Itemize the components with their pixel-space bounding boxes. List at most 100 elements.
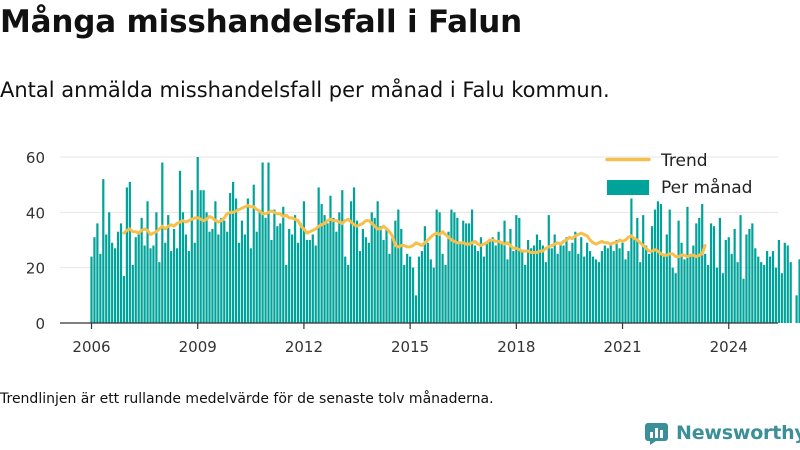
bar — [757, 256, 760, 323]
bar — [184, 234, 188, 323]
bar — [285, 264, 288, 323]
bar — [217, 234, 220, 323]
bar — [385, 228, 388, 323]
bar — [305, 240, 308, 323]
bar — [692, 245, 695, 323]
bar — [565, 237, 568, 323]
bar — [529, 248, 533, 323]
bar — [146, 201, 149, 323]
x-tick-label: 2015 — [391, 338, 429, 356]
bar — [532, 245, 536, 323]
bar — [131, 264, 134, 323]
bar — [733, 228, 736, 323]
bar — [267, 162, 270, 323]
bar — [417, 256, 421, 323]
bar — [721, 273, 724, 323]
bar — [234, 198, 238, 323]
footnote: Trendlinjen är ett rullande medelvärde f… — [0, 391, 494, 407]
bar — [786, 245, 789, 323]
bar — [621, 242, 624, 323]
bar — [332, 217, 335, 323]
bar — [789, 262, 792, 323]
bar — [229, 192, 232, 323]
bar — [116, 231, 120, 323]
bar — [727, 237, 730, 323]
bar — [261, 162, 264, 323]
bar — [639, 262, 642, 323]
bar — [615, 240, 618, 323]
chart-subtitle: Antal anmälda misshandelsfall per månad … — [0, 78, 610, 102]
bar — [411, 267, 415, 323]
bar — [181, 212, 185, 323]
bar — [538, 240, 542, 323]
bar — [588, 251, 592, 323]
bar — [453, 212, 456, 323]
bar — [653, 209, 657, 323]
bar — [503, 220, 506, 323]
bar — [624, 259, 627, 323]
bar — [426, 242, 429, 323]
bar — [167, 215, 170, 323]
bar — [355, 220, 359, 323]
bar — [187, 251, 190, 323]
bar — [783, 242, 786, 323]
bar — [562, 245, 565, 323]
bar — [671, 267, 674, 323]
bar — [350, 201, 353, 323]
bar — [730, 253, 733, 323]
bar — [488, 240, 491, 323]
bar — [479, 237, 483, 323]
bar — [338, 212, 341, 323]
bar — [358, 251, 362, 323]
bar — [105, 234, 108, 323]
bar — [600, 251, 603, 323]
bar — [586, 242, 589, 323]
bars-per-month — [90, 157, 800, 323]
bar — [299, 223, 303, 323]
bar — [255, 231, 258, 323]
bar — [577, 253, 580, 323]
brand[interactable]: Newsworthy — [644, 419, 800, 447]
bar — [656, 201, 660, 323]
bar — [450, 209, 453, 323]
chart-title: Många misshandelsfall i Falun — [0, 4, 523, 40]
bar — [574, 231, 577, 323]
bar — [137, 234, 140, 323]
bar — [568, 251, 571, 323]
x-tick-label: 2012 — [285, 338, 323, 356]
bar — [96, 223, 99, 323]
bar — [379, 226, 382, 323]
bar — [462, 220, 465, 323]
bar — [686, 206, 689, 323]
bar — [524, 264, 527, 323]
bar — [347, 264, 350, 323]
bar — [718, 217, 721, 323]
bar — [226, 231, 229, 323]
bar — [276, 226, 279, 323]
bar — [90, 256, 93, 323]
bar — [512, 251, 515, 323]
bar — [689, 253, 692, 323]
bar — [677, 220, 680, 323]
bar — [199, 190, 202, 323]
bar — [382, 240, 385, 323]
bar — [701, 204, 704, 323]
bar — [214, 201, 217, 323]
bar — [155, 212, 158, 323]
bar — [642, 215, 645, 323]
bar — [674, 273, 677, 323]
bar — [291, 234, 294, 323]
bar — [282, 206, 285, 323]
bar — [665, 234, 668, 323]
x-tick-label: 2009 — [179, 338, 217, 356]
bar — [698, 217, 701, 323]
bar — [742, 278, 745, 323]
bar — [205, 212, 208, 323]
brand-name: Newsworthy — [676, 422, 800, 444]
bar — [388, 253, 391, 323]
bar — [497, 231, 500, 323]
bar — [751, 223, 754, 323]
bar — [606, 248, 609, 323]
bar — [745, 234, 748, 323]
bar — [482, 256, 485, 323]
